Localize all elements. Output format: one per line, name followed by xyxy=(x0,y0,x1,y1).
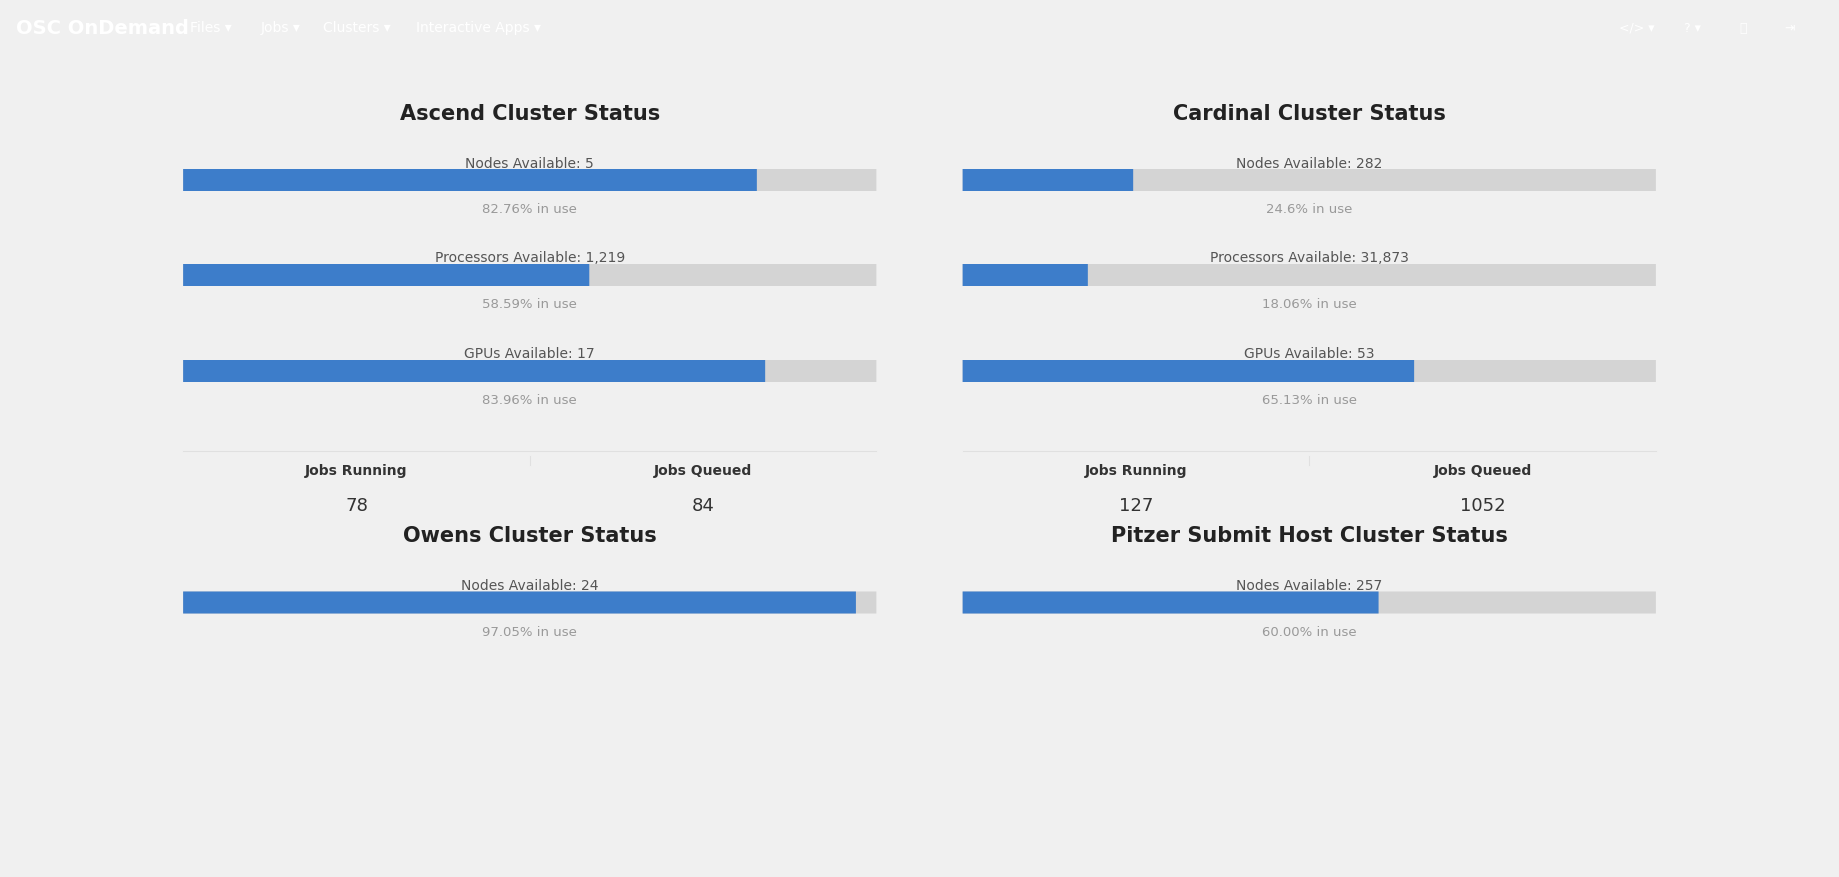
Text: 97.05% in use: 97.05% in use xyxy=(482,625,577,638)
Text: 83.96% in use: 83.96% in use xyxy=(482,394,577,407)
Text: 82.76% in use: 82.76% in use xyxy=(482,203,577,216)
FancyBboxPatch shape xyxy=(962,264,1089,286)
Text: Nodes Available: 5: Nodes Available: 5 xyxy=(465,157,594,171)
Text: Pitzer Submit Host Cluster Status: Pitzer Submit Host Cluster Status xyxy=(1111,526,1508,546)
Text: Files ▾: Files ▾ xyxy=(189,21,232,35)
Text: 58.59% in use: 58.59% in use xyxy=(482,298,577,311)
Text: 24.6% in use: 24.6% in use xyxy=(1265,203,1352,216)
FancyBboxPatch shape xyxy=(184,360,877,382)
FancyBboxPatch shape xyxy=(962,360,1414,382)
FancyBboxPatch shape xyxy=(962,360,1655,382)
Text: </> ▾: </> ▾ xyxy=(1618,22,1655,34)
Text: Jobs Queued: Jobs Queued xyxy=(1433,464,1532,478)
Text: Jobs ▾: Jobs ▾ xyxy=(261,21,300,35)
Text: Interactive Apps ▾: Interactive Apps ▾ xyxy=(416,21,541,35)
Text: 👤: 👤 xyxy=(1740,22,1747,34)
FancyBboxPatch shape xyxy=(962,264,1655,286)
Text: Clusters ▾: Clusters ▾ xyxy=(324,21,392,35)
Text: Nodes Available: 24: Nodes Available: 24 xyxy=(462,580,598,594)
Text: Cardinal Cluster Status: Cardinal Cluster Status xyxy=(1173,104,1445,124)
FancyBboxPatch shape xyxy=(962,169,1655,191)
Text: 60.00% in use: 60.00% in use xyxy=(1262,625,1357,638)
Text: Nodes Available: 282: Nodes Available: 282 xyxy=(1236,157,1383,171)
Text: 78: 78 xyxy=(346,497,368,515)
FancyBboxPatch shape xyxy=(962,591,1655,614)
Text: OSC OnDemand: OSC OnDemand xyxy=(17,18,189,38)
Text: ? ▾: ? ▾ xyxy=(1685,22,1701,34)
Text: Jobs Running: Jobs Running xyxy=(305,464,408,478)
Text: 65.13% in use: 65.13% in use xyxy=(1262,394,1357,407)
Text: 18.06% in use: 18.06% in use xyxy=(1262,298,1357,311)
FancyBboxPatch shape xyxy=(184,591,855,614)
FancyBboxPatch shape xyxy=(184,169,877,191)
Text: Jobs Queued: Jobs Queued xyxy=(655,464,752,478)
FancyBboxPatch shape xyxy=(184,264,588,286)
Text: Processors Available: 31,873: Processors Available: 31,873 xyxy=(1210,251,1409,265)
FancyBboxPatch shape xyxy=(184,591,877,614)
FancyBboxPatch shape xyxy=(184,169,758,191)
Text: Processors Available: 1,219: Processors Available: 1,219 xyxy=(434,251,625,265)
Text: 84: 84 xyxy=(691,497,715,515)
Text: Owens Cluster Status: Owens Cluster Status xyxy=(403,526,657,546)
Text: 1052: 1052 xyxy=(1460,497,1506,515)
FancyBboxPatch shape xyxy=(184,264,877,286)
Text: Ascend Cluster Status: Ascend Cluster Status xyxy=(399,104,660,124)
Text: ⇥: ⇥ xyxy=(1784,22,1795,34)
Text: Nodes Available: 257: Nodes Available: 257 xyxy=(1236,580,1383,594)
Text: GPUs Available: 53: GPUs Available: 53 xyxy=(1243,347,1374,361)
FancyBboxPatch shape xyxy=(962,591,1379,614)
FancyBboxPatch shape xyxy=(184,360,765,382)
FancyBboxPatch shape xyxy=(962,169,1133,191)
Text: 127: 127 xyxy=(1118,497,1153,515)
Text: GPUs Available: 17: GPUs Available: 17 xyxy=(465,347,596,361)
Text: Jobs Running: Jobs Running xyxy=(1085,464,1188,478)
